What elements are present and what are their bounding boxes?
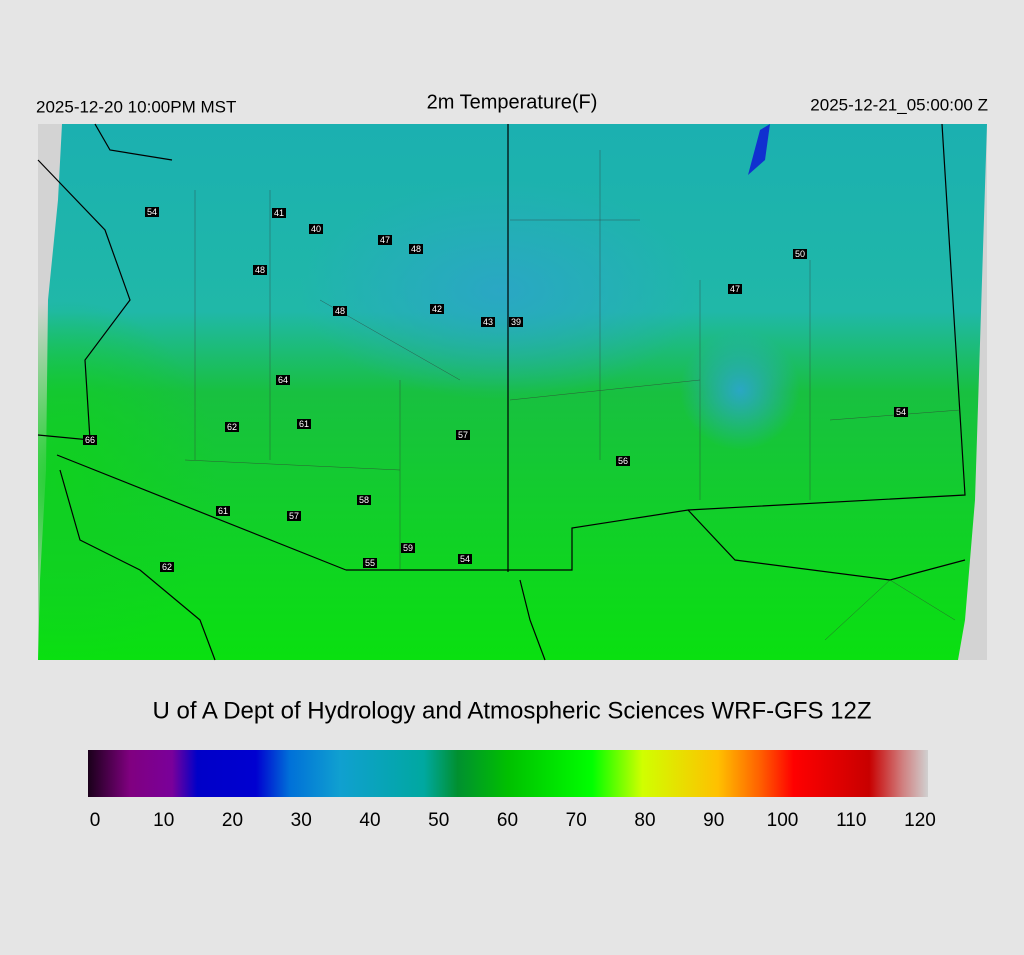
station-value: 40 bbox=[311, 224, 321, 234]
station-value: 50 bbox=[795, 249, 805, 259]
map bbox=[37, 123, 987, 661]
station-box bbox=[728, 284, 742, 294]
station-value: 62 bbox=[227, 422, 237, 432]
credit: U of A Dept of Hydrology and Atmospheric… bbox=[153, 697, 872, 724]
station-value: 62 bbox=[162, 562, 172, 572]
station-value: 64 bbox=[278, 375, 288, 385]
colorbar-tick-label: 60 bbox=[497, 810, 518, 831]
station-value: 57 bbox=[458, 430, 468, 440]
colorbar-tick-label: 30 bbox=[291, 810, 312, 831]
station-box bbox=[409, 244, 423, 254]
station-value: 66 bbox=[85, 435, 95, 445]
station-box bbox=[363, 558, 377, 568]
station-box bbox=[287, 511, 301, 521]
station-value: 42 bbox=[432, 304, 442, 314]
colorbar bbox=[88, 750, 928, 797]
station-value: 56 bbox=[618, 456, 628, 466]
station-value: 58 bbox=[359, 495, 369, 505]
station-value: 54 bbox=[896, 407, 906, 417]
station-box bbox=[378, 235, 392, 245]
station-box bbox=[297, 419, 311, 429]
colorbar-tick-label: 110 bbox=[836, 810, 866, 831]
colorbar-tick-label: 100 bbox=[767, 810, 799, 831]
station-value: 41 bbox=[274, 208, 284, 218]
station-value: 47 bbox=[380, 235, 390, 245]
colorbar-tick-label: 80 bbox=[634, 810, 655, 831]
station-box bbox=[216, 506, 230, 516]
station-value: 54 bbox=[460, 554, 470, 564]
station-value: 39 bbox=[511, 317, 521, 327]
station-value: 47 bbox=[730, 284, 740, 294]
colorbar-tick-label: 50 bbox=[428, 810, 449, 831]
station-value: 57 bbox=[289, 511, 299, 521]
station-box bbox=[458, 554, 472, 564]
station-box bbox=[401, 543, 415, 553]
colorbar-tick-label: 120 bbox=[904, 810, 936, 831]
station-box bbox=[793, 249, 807, 259]
colorbar-tick-label: 90 bbox=[703, 810, 724, 831]
station-box bbox=[145, 207, 159, 217]
model-time: 2025-12-21_05:00:00 Z bbox=[810, 95, 988, 114]
station-box bbox=[276, 375, 290, 385]
station-box bbox=[456, 430, 470, 440]
station-value: 61 bbox=[218, 506, 228, 516]
colorbar-tick-label: 40 bbox=[359, 810, 380, 831]
station-box bbox=[160, 562, 174, 572]
station-value: 61 bbox=[299, 419, 309, 429]
colorbar-tick-label: 0 bbox=[90, 810, 101, 831]
colorbar-tick-label: 20 bbox=[222, 810, 243, 831]
station-box bbox=[333, 306, 347, 316]
station-box bbox=[309, 224, 323, 234]
station-value: 48 bbox=[411, 244, 421, 254]
station-box bbox=[225, 422, 239, 432]
colorbar-tick-label: 10 bbox=[153, 810, 174, 831]
station-box bbox=[253, 265, 267, 275]
valid-time: 2025-12-20 10:00PM MST bbox=[36, 97, 236, 116]
station-box bbox=[894, 407, 908, 417]
station-box bbox=[481, 317, 495, 327]
colorbar-tick-label: 70 bbox=[566, 810, 587, 831]
map-title: 2m Temperature(F) bbox=[427, 91, 598, 113]
station-value: 59 bbox=[403, 543, 413, 553]
station-value: 48 bbox=[255, 265, 265, 275]
station-value: 54 bbox=[147, 207, 157, 217]
station-value: 43 bbox=[483, 317, 493, 327]
station-value: 55 bbox=[365, 558, 375, 568]
station-box bbox=[509, 317, 523, 327]
station-box bbox=[430, 304, 444, 314]
station-box bbox=[616, 456, 630, 466]
station-box bbox=[272, 208, 286, 218]
station-value: 48 bbox=[335, 306, 345, 316]
station-box bbox=[357, 495, 371, 505]
station-box bbox=[83, 435, 97, 445]
